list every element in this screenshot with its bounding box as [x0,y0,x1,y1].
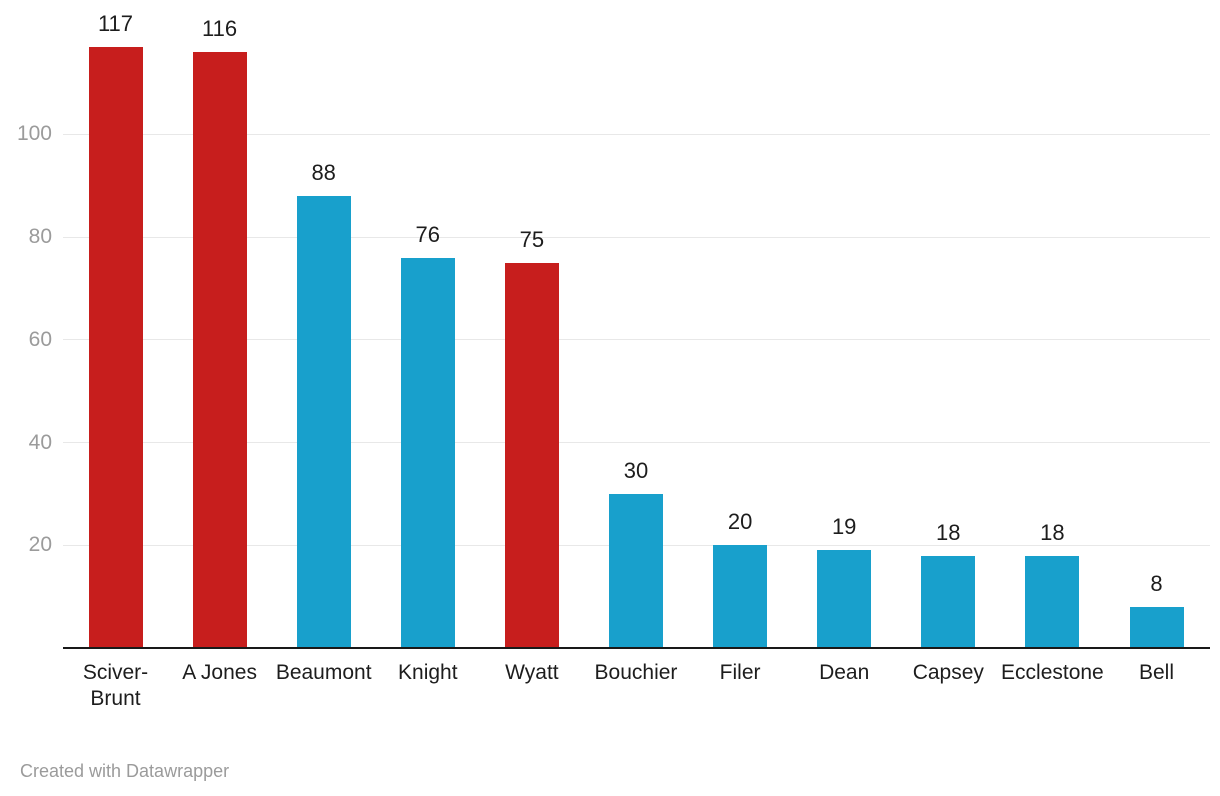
bar-value-label: 20 [727,509,753,535]
bar-value-label: 19 [831,514,857,540]
x-axis-line [63,647,1210,649]
x-axis-category-label-line: Bouchier [594,661,678,684]
x-axis-category-label-line: Wyatt [505,661,559,684]
bar [713,545,768,648]
bar [921,555,976,648]
y-gridline [63,133,1210,135]
datawrapper-credit: Created with Datawrapper [20,761,230,781]
y-gridline [63,442,1210,444]
bar [192,52,247,648]
bar-value-label: 76 [415,221,441,247]
y-axis-tick-label: 40 [28,430,52,454]
x-axis-category-label: Sciver- Brunt [46,660,186,712]
x-axis-category-label: Capsey [878,660,1018,686]
x-axis-category-label-line: Capsey [912,661,984,684]
y-axis-tick-label: 20 [28,533,52,557]
x-axis-category-label-line: A Jones [182,661,257,684]
x-axis-category-label: Bouchier [566,660,706,686]
y-gridline [63,236,1210,238]
x-axis-category-label-line: Ecclestone [1001,661,1104,684]
bar-value-label: 75 [519,226,545,252]
x-axis-category-label: A Jones [150,660,290,686]
bar [1129,606,1184,648]
x-axis-category-label-line: Brunt [90,687,141,710]
x-axis-category-label: Knight [358,660,498,686]
bar [88,46,143,648]
y-axis-tick-label: 100 [16,122,52,146]
x-axis-category-label: Filer [670,660,810,686]
x-axis-category-label: Ecclestone [982,660,1122,686]
bar-value-label: 117 [97,10,134,36]
bar [1025,555,1080,648]
x-axis-category-label-line: Dean [819,661,870,684]
x-axis-category-label: Wyatt [462,660,602,686]
x-axis-category-label-line: Sciver- [82,661,149,684]
x-axis-category-label-line: Knight [398,661,458,684]
y-axis-tick-label: 60 [28,327,52,351]
bar-value-label: 18 [936,519,961,545]
x-axis-category-label: Beaumont [254,660,394,686]
plot-area: 20 40 60 80 100 117 Sciver- Brunt 116 A Jones 88 Be… [16,10,1220,712]
bar [504,262,559,648]
x-axis-category-label-line: Filer [719,661,761,684]
x-axis-category-label-line: Bell [1138,661,1175,684]
y-axis-tick-label: 80 [28,225,52,249]
bar-value-label: 30 [623,457,649,483]
bar-value-label: 8 [1150,570,1163,596]
bar [400,257,455,648]
bar-value-label: 116 [202,16,238,42]
bar [296,195,351,648]
bar-value-label: 88 [311,159,336,185]
x-axis-category-label: Bell [1087,660,1220,686]
bar [609,493,663,648]
bar-value-label: 18 [1040,519,1065,545]
bar [817,550,872,648]
x-axis-category-label-line: Beaumont [275,661,372,684]
y-gridline [63,339,1210,341]
x-axis-category-label: Dean [774,660,914,686]
